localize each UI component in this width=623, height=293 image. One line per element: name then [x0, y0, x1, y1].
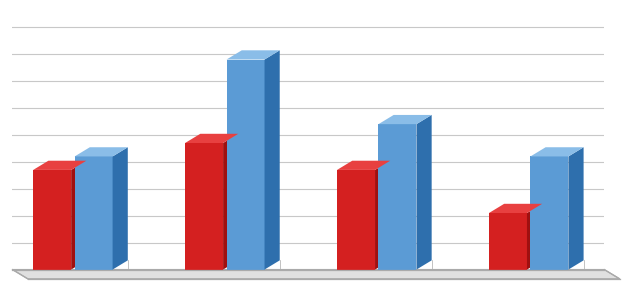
Polygon shape	[375, 161, 390, 270]
Polygon shape	[568, 147, 584, 270]
Polygon shape	[223, 134, 238, 270]
Polygon shape	[185, 134, 238, 143]
Polygon shape	[379, 115, 432, 124]
Polygon shape	[71, 161, 87, 270]
Polygon shape	[416, 115, 432, 270]
Polygon shape	[265, 50, 280, 270]
Bar	[337, 170, 375, 270]
Polygon shape	[527, 204, 542, 270]
Bar	[33, 170, 71, 270]
Polygon shape	[337, 161, 390, 170]
Polygon shape	[33, 161, 87, 170]
Bar	[530, 156, 568, 270]
Polygon shape	[489, 204, 542, 213]
Bar	[227, 59, 265, 270]
Polygon shape	[12, 270, 619, 279]
Polygon shape	[530, 147, 584, 156]
Bar	[75, 156, 113, 270]
Bar	[379, 124, 416, 270]
Bar	[489, 213, 527, 270]
Polygon shape	[227, 50, 280, 59]
Polygon shape	[113, 147, 128, 270]
Bar	[185, 143, 223, 270]
Polygon shape	[75, 147, 128, 156]
